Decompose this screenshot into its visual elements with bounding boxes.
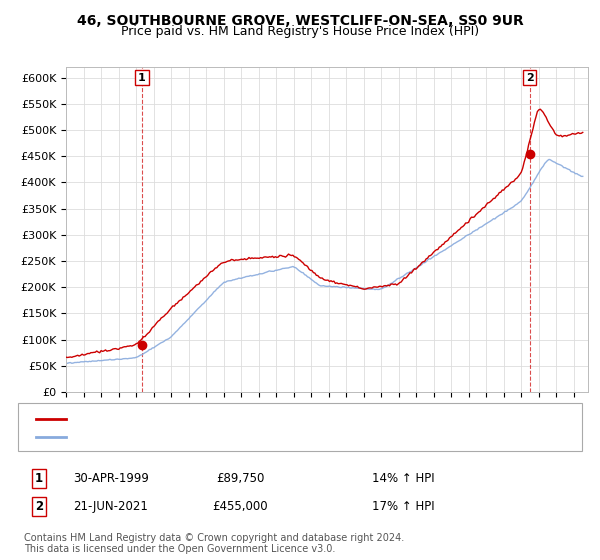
Text: 21-JUN-2021: 21-JUN-2021 — [74, 500, 148, 514]
Text: 17% ↑ HPI: 17% ↑ HPI — [372, 500, 434, 514]
Text: HPI: Average price, semi-detached house, Southend-on-Sea: HPI: Average price, semi-detached house,… — [72, 432, 406, 442]
Text: 1: 1 — [138, 73, 146, 83]
Text: £89,750: £89,750 — [216, 472, 264, 486]
Text: 46, SOUTHBOURNE GROVE, WESTCLIFF-ON-SEA, SS0 9UR (semi-detached house): 46, SOUTHBOURNE GROVE, WESTCLIFF-ON-SEA,… — [72, 414, 525, 424]
Text: Contains HM Land Registry data © Crown copyright and database right 2024.
This d: Contains HM Land Registry data © Crown c… — [24, 533, 404, 554]
Text: 1: 1 — [35, 472, 43, 486]
Text: 30-APR-1999: 30-APR-1999 — [73, 472, 149, 486]
Text: £455,000: £455,000 — [212, 500, 268, 514]
Text: 46, SOUTHBOURNE GROVE, WESTCLIFF-ON-SEA, SS0 9UR: 46, SOUTHBOURNE GROVE, WESTCLIFF-ON-SEA,… — [77, 14, 523, 28]
Text: 2: 2 — [35, 500, 43, 514]
Text: 2: 2 — [526, 73, 533, 83]
Text: Price paid vs. HM Land Registry's House Price Index (HPI): Price paid vs. HM Land Registry's House … — [121, 25, 479, 38]
Text: 14% ↑ HPI: 14% ↑ HPI — [372, 472, 434, 486]
